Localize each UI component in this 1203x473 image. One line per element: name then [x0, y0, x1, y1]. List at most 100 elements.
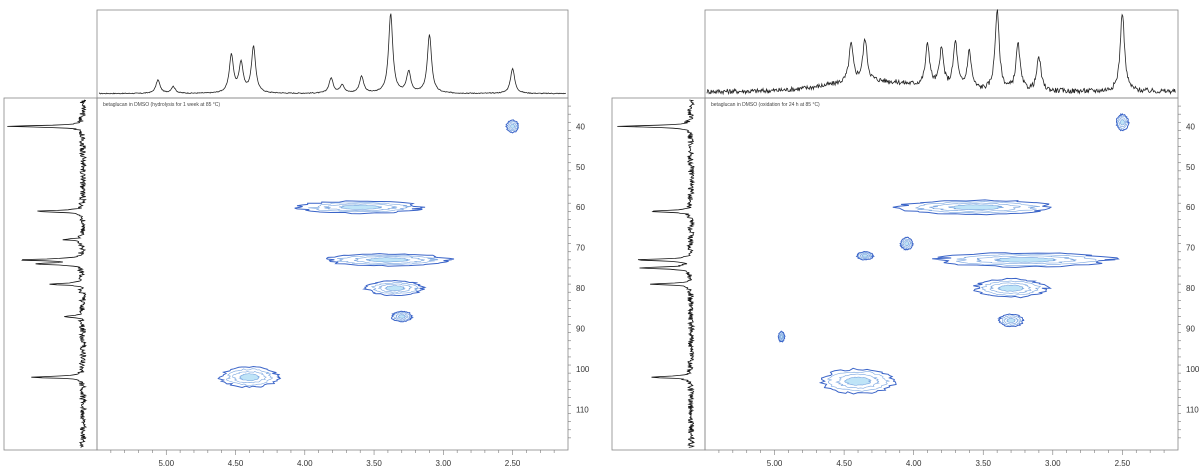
side-1d-spectrum [7, 99, 88, 448]
x-tick-label: 5.00 [767, 459, 783, 468]
contour-level [1006, 317, 1016, 323]
contour-level [1119, 119, 1125, 126]
x-tick-label: 5.00 [158, 459, 174, 468]
cross-peak [1115, 112, 1131, 132]
plot-frame [96, 97, 569, 451]
cross-peak [818, 367, 897, 395]
contour-level [1003, 316, 1019, 325]
contour-level [508, 122, 517, 131]
x-tick-label: 2.50 [505, 459, 521, 468]
x-tick-label: 2.50 [1115, 459, 1131, 468]
contour-level [956, 253, 1097, 266]
cross-peak [217, 365, 282, 389]
nmr-panel-hydrolysis: betaglucan in DMSO (hydrolysis for 1 wee… [3, 9, 590, 468]
contour-level [325, 253, 455, 267]
contour-level [861, 254, 869, 258]
y-tick-label: 50 [1186, 163, 1195, 172]
x-tick-label: 4.00 [297, 459, 313, 468]
top-spectrum-frame [96, 9, 569, 99]
contour-level [997, 313, 1025, 328]
contour-level [779, 333, 784, 341]
contour-level [932, 252, 1120, 268]
contour-level [899, 236, 915, 251]
contour-level [365, 257, 411, 263]
plot-frame [704, 97, 1179, 451]
contour-level [902, 239, 911, 248]
cross-peak [391, 310, 414, 323]
nmr-panel-oxidation: betaglucan in DMSO (oxidation for 24 h a… [611, 9, 1200, 468]
contour-level [778, 332, 785, 342]
contour-level [929, 202, 1022, 212]
contour-level [857, 252, 873, 260]
contour-level [1115, 112, 1131, 132]
contour-level [238, 373, 260, 382]
contour-level [337, 254, 439, 266]
cross-peak [777, 330, 786, 343]
contour-level [859, 253, 871, 259]
cross-peak [855, 250, 876, 261]
contour-level [384, 285, 406, 291]
contour-level [371, 282, 420, 295]
y-tick-label: 110 [576, 406, 589, 415]
cross-peak [973, 277, 1052, 299]
contour-level [510, 123, 515, 129]
y-tick-label: 60 [1186, 203, 1195, 212]
contour-level [855, 250, 876, 261]
cross-peak [325, 253, 455, 267]
cross-peak [505, 119, 519, 134]
panel-title: betaglucan in DMSO (hydrolysis for 1 wee… [103, 102, 220, 108]
top-1d-spectrum [98, 13, 567, 95]
x-tick-label: 3.00 [436, 459, 452, 468]
contour-level [835, 373, 880, 389]
side-spectrum-frame [3, 97, 98, 451]
cross-peak [899, 236, 915, 251]
contour-level [397, 314, 407, 319]
panel-title: betaglucan in DMSO (oxidation for 24 h a… [711, 102, 820, 108]
contour-level [892, 199, 1052, 216]
x-tick-label: 3.50 [975, 459, 991, 468]
contour-level [294, 200, 426, 215]
x-tick-label: 4.50 [228, 459, 244, 468]
x-tick-label: 3.50 [366, 459, 382, 468]
contour-level [338, 204, 383, 210]
y-tick-label: 70 [576, 244, 585, 253]
y-tick-label: 100 [576, 365, 590, 374]
top-1d-spectrum [706, 9, 1176, 96]
cross-peak [892, 199, 1052, 216]
contour-level [818, 367, 897, 395]
contour-level [391, 310, 414, 323]
cross-peak [362, 279, 427, 297]
contour-level [505, 119, 519, 134]
top-spectrum-frame [704, 9, 1179, 99]
contour-level [217, 365, 282, 389]
contour-level [915, 201, 1041, 214]
contour-level [1116, 115, 1128, 130]
contour-level [989, 282, 1032, 295]
contour-level [997, 284, 1025, 292]
y-tick-label: 40 [1186, 122, 1195, 131]
contour-level [1001, 315, 1023, 326]
cross-peak [997, 313, 1025, 328]
contour-level [994, 257, 1057, 263]
y-tick-label: 60 [576, 203, 585, 212]
y-tick-label: 110 [1186, 406, 1199, 415]
y-tick-label: 90 [1186, 325, 1195, 334]
y-tick-label: 80 [1186, 284, 1195, 293]
contour-level [232, 371, 267, 384]
contour-level [904, 241, 910, 247]
y-tick-label: 100 [1186, 365, 1200, 374]
contour-level [980, 280, 1042, 296]
side-spectrum-frame [611, 97, 706, 451]
y-tick-label: 80 [576, 284, 585, 293]
contour-level [308, 202, 412, 213]
contour-level [826, 371, 890, 392]
contour-level [362, 279, 427, 297]
contour-level [393, 312, 411, 322]
y-tick-label: 40 [576, 122, 585, 131]
contour-level [323, 203, 398, 212]
contour-level [377, 283, 413, 293]
y-tick-label: 90 [576, 325, 585, 334]
x-tick-label: 4.50 [836, 459, 852, 468]
cross-peak [932, 252, 1120, 268]
